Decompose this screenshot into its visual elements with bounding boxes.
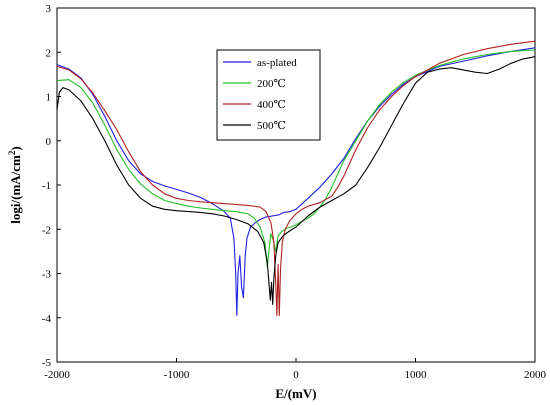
series-line-500- bbox=[56, 56, 536, 306]
y-tick-label: -3 bbox=[42, 269, 52, 281]
y-tick-label: -2 bbox=[42, 224, 51, 236]
y-axis-title-close: ) bbox=[8, 146, 23, 150]
x-axis-ticks: -2000 -1000 0 1000 2000 bbox=[44, 358, 547, 381]
y-tick-label: -1 bbox=[42, 180, 51, 192]
x-tick-label: -2000 bbox=[44, 369, 70, 381]
y-axis-title: logi/(mA/cm2) bbox=[7, 146, 23, 223]
x-tick-label: 1000 bbox=[405, 369, 428, 381]
x-tick-label: -1000 bbox=[164, 369, 190, 381]
y-tick-label: 3 bbox=[46, 3, 52, 15]
legend-label: 500℃ bbox=[257, 120, 286, 132]
y-tick-label: 2 bbox=[46, 47, 52, 59]
series-layer bbox=[56, 40, 536, 317]
legend-label: 400℃ bbox=[257, 99, 286, 111]
series-line-400- bbox=[56, 40, 536, 317]
legend-label: 200℃ bbox=[257, 78, 286, 90]
x-tick-label: 0 bbox=[293, 369, 299, 381]
y-tick-label: 0 bbox=[46, 136, 52, 148]
y-tick-label: -4 bbox=[42, 313, 52, 325]
y-tick-label: -5 bbox=[42, 357, 52, 369]
y-axis-ticks: -5 -4 -3 -2 -1 0 1 2 3 bbox=[42, 3, 61, 369]
series-line-200- bbox=[56, 49, 536, 268]
y-tick-label: 1 bbox=[46, 92, 52, 104]
y-axis-title-superscript: 2 bbox=[7, 150, 17, 155]
series-line-as-plated bbox=[56, 47, 536, 317]
x-tick-label: 2000 bbox=[524, 369, 547, 381]
y-axis-title-main: logi/(mA/cm bbox=[8, 155, 23, 224]
legend: as-plated 200℃ 400℃ 500℃ bbox=[216, 49, 321, 141]
legend-label: as-plated bbox=[257, 57, 297, 69]
x-axis-title: E/(mV) bbox=[275, 386, 316, 401]
